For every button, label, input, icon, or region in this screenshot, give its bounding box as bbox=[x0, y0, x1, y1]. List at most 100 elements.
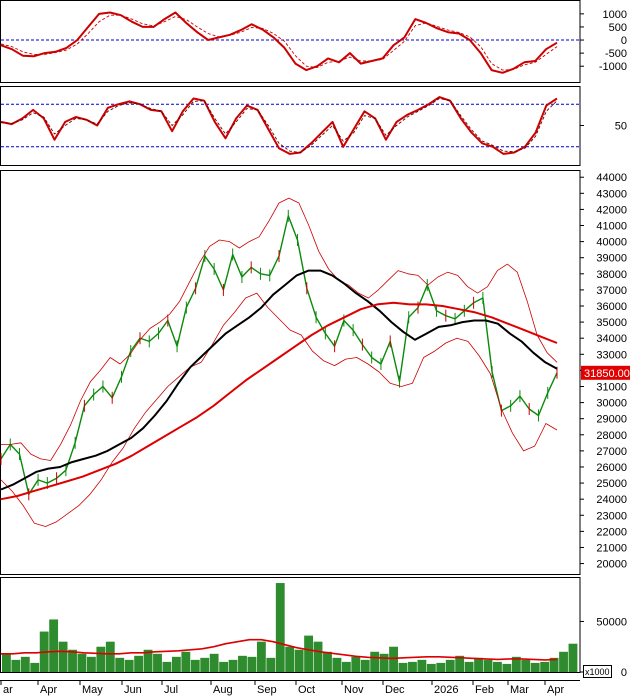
price-ma-short-line bbox=[0, 269, 558, 491]
volume-bar bbox=[162, 661, 172, 672]
volume-bar bbox=[436, 662, 446, 672]
price-ytick-label: 33000 bbox=[596, 349, 627, 361]
volume-bar bbox=[502, 663, 512, 672]
volume-bar bbox=[445, 659, 455, 672]
x-tick-label: May bbox=[82, 684, 103, 696]
price-panel-frame bbox=[0, 170, 581, 575]
volume-bar bbox=[105, 641, 115, 672]
price-ytick-label: 28000 bbox=[596, 430, 627, 442]
price-ytick-label: 36000 bbox=[596, 301, 627, 313]
x-tick-label: Apr bbox=[547, 684, 564, 696]
macd-ytick-label: 0 bbox=[621, 35, 627, 47]
volume-bar bbox=[181, 651, 191, 672]
price-bollinger-lower-line bbox=[0, 292, 558, 527]
volume-bar bbox=[341, 661, 351, 672]
price-ytick-label: 23000 bbox=[596, 510, 627, 522]
volume-bar bbox=[332, 657, 342, 672]
price-ytick-label: 21000 bbox=[596, 542, 627, 554]
volume-bar bbox=[540, 661, 550, 672]
volume-bar bbox=[86, 656, 96, 672]
price-ytick-label: 20000 bbox=[596, 559, 627, 571]
volume-bar bbox=[568, 643, 578, 672]
price-ytick-label: 25000 bbox=[596, 478, 627, 490]
x-tick-label: Jun bbox=[124, 684, 142, 696]
volume-bar bbox=[360, 659, 370, 672]
volume-bar bbox=[134, 655, 144, 672]
volume-bar bbox=[209, 653, 219, 672]
volume-bar bbox=[153, 653, 162, 672]
price-ytick-label: 40000 bbox=[596, 237, 627, 249]
price-ytick-label: 37000 bbox=[596, 285, 627, 297]
volume-bar bbox=[115, 657, 125, 672]
price-ytick-label: 34000 bbox=[596, 333, 627, 345]
volume-bar bbox=[190, 659, 200, 672]
volume-bar bbox=[493, 661, 502, 672]
volume-bar bbox=[11, 659, 21, 672]
volume-bar bbox=[20, 656, 30, 672]
price-ytick-label: 29000 bbox=[596, 414, 627, 426]
x-tick-label: Oct bbox=[298, 684, 315, 696]
volume-bar bbox=[389, 646, 398, 672]
price-ytick-label: 39000 bbox=[596, 253, 627, 265]
price-ytick-label: 31000 bbox=[596, 381, 627, 393]
volume-bar bbox=[96, 646, 106, 672]
volume-bar bbox=[219, 661, 229, 672]
macd-ytick-label: -500 bbox=[605, 48, 627, 60]
macd-signal-line bbox=[0, 14, 558, 71]
volume-bar bbox=[370, 651, 380, 672]
volume-bar bbox=[256, 641, 266, 672]
volume-bar bbox=[247, 656, 257, 672]
price-ytick-label: 26000 bbox=[596, 462, 627, 474]
volume-bar bbox=[426, 663, 436, 672]
volume-bar bbox=[285, 646, 295, 672]
volume-bar bbox=[304, 635, 314, 672]
volume-bar bbox=[398, 662, 408, 672]
price-ytick-label: 24000 bbox=[596, 494, 627, 506]
x-tick-label: Jul bbox=[164, 684, 178, 696]
price-ma-long-line bbox=[0, 301, 558, 501]
price-ytick-label: 27000 bbox=[596, 446, 627, 458]
macd-macd-line bbox=[0, 11, 558, 74]
volume-bar bbox=[200, 657, 210, 672]
volume-bar bbox=[408, 661, 417, 672]
volume-bar bbox=[511, 656, 521, 672]
last-price-label-bg bbox=[581, 365, 630, 380]
x-tick-label: Nov bbox=[344, 684, 364, 696]
macd-ytick-label: -1000 bbox=[599, 61, 627, 73]
volume-bar bbox=[275, 583, 285, 672]
volume-bar bbox=[294, 649, 304, 672]
price-bollinger-upper-line bbox=[1, 197, 558, 461]
price-ytick-label: 35000 bbox=[596, 317, 627, 329]
price-ytick-label: 44000 bbox=[596, 172, 627, 184]
x-tick-label: Dec bbox=[385, 684, 405, 696]
volume-bar bbox=[238, 655, 247, 672]
volume-bar bbox=[77, 653, 87, 672]
volume-bar bbox=[49, 619, 59, 672]
volume-bar bbox=[464, 661, 474, 672]
volume-volume-ma-line bbox=[1, 638, 558, 661]
volume-bar bbox=[228, 659, 238, 672]
volume-bar bbox=[483, 659, 493, 672]
volume-bar bbox=[58, 641, 68, 672]
volume-bar bbox=[2, 653, 11, 672]
volume-bar bbox=[351, 656, 361, 672]
volume-bar bbox=[68, 649, 77, 672]
macd-ytick-label: 1000 bbox=[603, 9, 627, 21]
x-tick-label: Aug bbox=[213, 684, 233, 696]
rsi-rsi-line bbox=[0, 96, 558, 155]
volume-bar bbox=[474, 657, 483, 672]
price-ytick-label: 30000 bbox=[596, 398, 627, 410]
rsi-ytick-label: 50 bbox=[615, 121, 627, 133]
volume-bar bbox=[313, 641, 323, 672]
x-tick-label: Mar bbox=[510, 684, 529, 696]
price-ytick-label: 43000 bbox=[596, 188, 627, 200]
volume-ytick-label: 0 bbox=[621, 667, 627, 679]
volume-panel-frame bbox=[0, 577, 581, 673]
x-tick-label: Sep bbox=[257, 684, 277, 696]
volume-bar bbox=[143, 649, 153, 672]
volume-bar bbox=[455, 655, 465, 672]
volume-bar bbox=[30, 662, 40, 672]
last-price-label: 31850.00 bbox=[584, 368, 630, 380]
volume-bar bbox=[323, 651, 332, 672]
